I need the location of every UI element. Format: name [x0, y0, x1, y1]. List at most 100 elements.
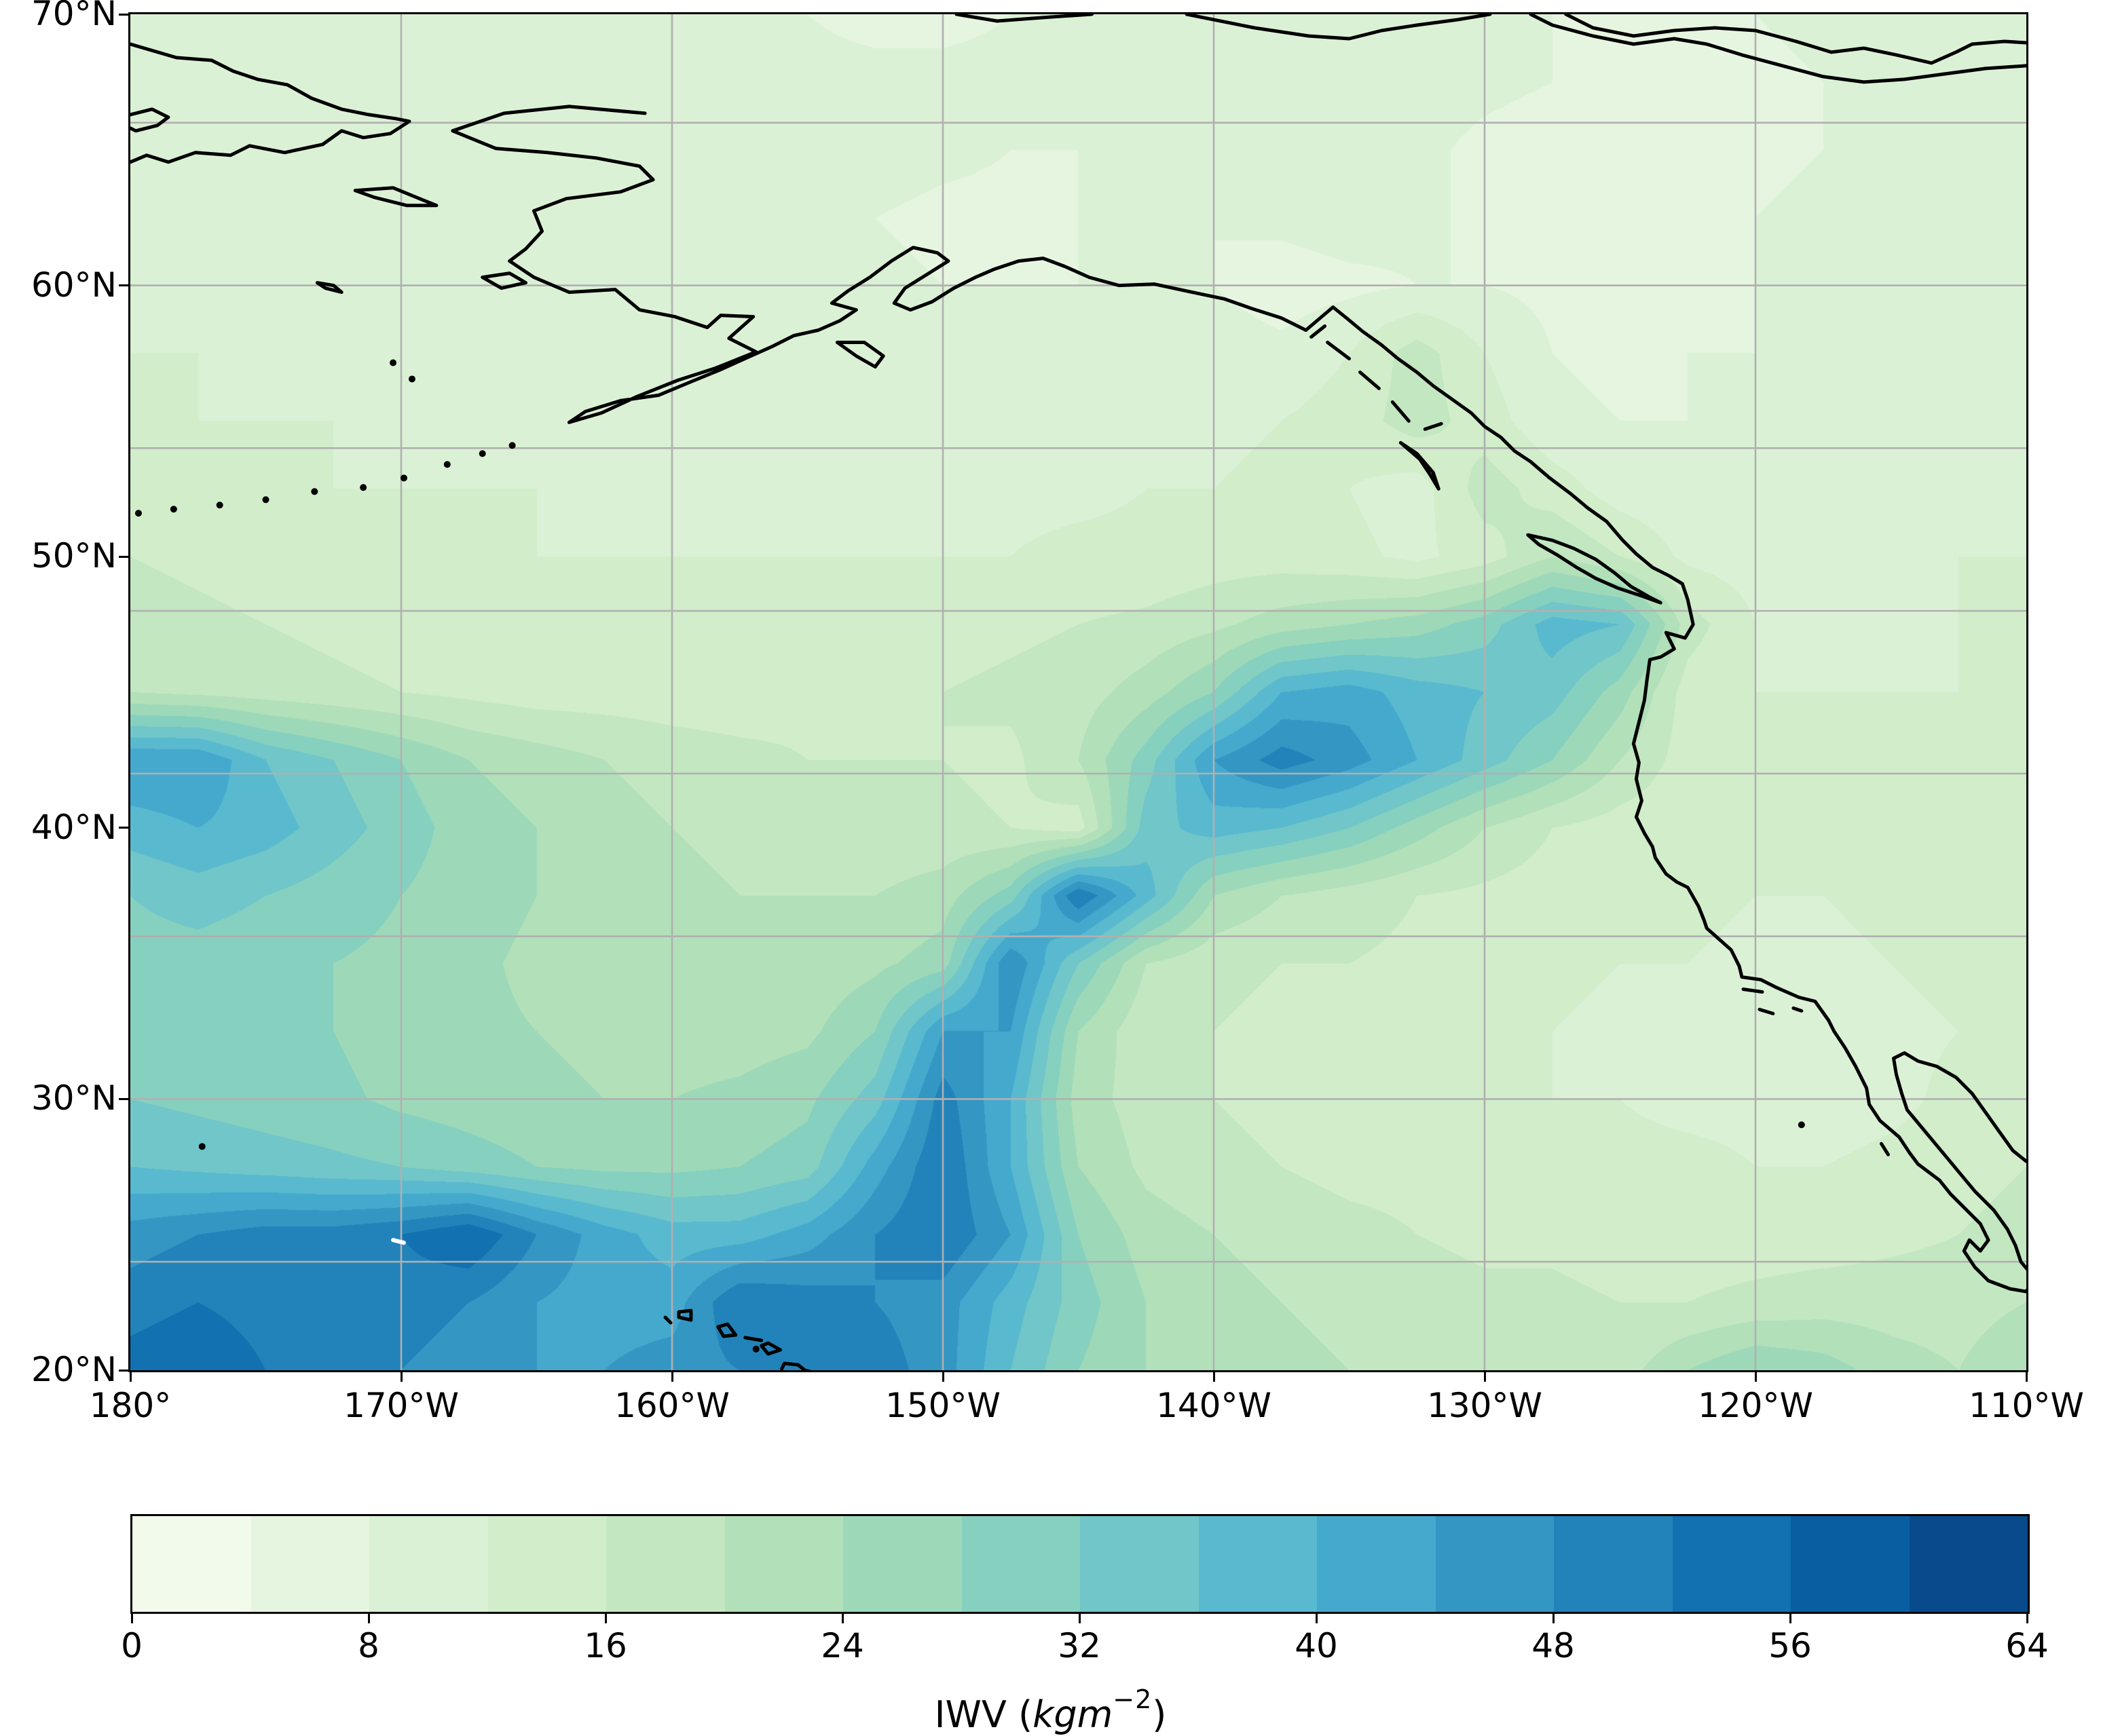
coastline: [315, 281, 343, 295]
island-dot: [479, 450, 486, 457]
colorbar-segment-56-60: [1791, 1516, 1910, 1612]
colorbar-tick-label: 24: [821, 1626, 864, 1665]
island-dot: [408, 375, 415, 383]
y-tick-label: 70°N: [31, 0, 117, 33]
colorbar-segment-48-52: [1554, 1516, 1673, 1612]
colorbar-tick-mark: [1315, 1612, 1318, 1623]
colorbar-tick-mark: [604, 1612, 607, 1623]
colorbar-segment-16-20: [606, 1516, 725, 1612]
coastline: [663, 1315, 673, 1325]
island-dot: [400, 474, 407, 482]
coastline: [677, 1308, 693, 1322]
coastline: [835, 341, 885, 369]
coastline: [130, 107, 170, 133]
coastline: [1326, 341, 1351, 360]
colorbar-tick-label: 0: [121, 1626, 143, 1665]
colorbar-label-prefix: IWV (: [934, 1693, 1033, 1736]
y-tick-mark: [119, 555, 130, 558]
colorbar-segment-28-32: [961, 1516, 1080, 1612]
colorbar-tick-mark: [2026, 1612, 2028, 1623]
x-tick-label: 150°W: [885, 1386, 1001, 1425]
y-tick-label: 50°N: [31, 536, 117, 576]
coastline: [743, 1336, 764, 1342]
y-tick-mark: [119, 284, 130, 287]
colorbar-segment-0-4: [132, 1516, 251, 1612]
colorbar-segment-12-16: [487, 1516, 606, 1612]
x-tick-mark: [671, 1370, 673, 1382]
coastline: [780, 1361, 811, 1370]
colorbar-segment-60-64: [1909, 1516, 2028, 1612]
map-overlay: [130, 14, 2026, 1370]
colorbar-tick-label: 48: [1531, 1626, 1575, 1665]
y-tick-label: 40°N: [31, 807, 117, 847]
coastline: [1398, 440, 1440, 491]
island-dot: [752, 1345, 760, 1353]
x-tick-mark: [400, 1370, 403, 1382]
island-dot: [443, 461, 451, 468]
colorbar-segment-4-8: [250, 1516, 369, 1612]
coastline: [1791, 1006, 1804, 1013]
island-dot: [1798, 1121, 1805, 1129]
x-tick-mark: [2025, 1370, 2028, 1382]
coastline: [1390, 400, 1411, 423]
colorbar-segment-20-24: [724, 1516, 843, 1612]
x-tick-mark: [1754, 1370, 1757, 1382]
colorbar-segment-36-40: [1198, 1516, 1317, 1612]
x-tick-label: 110°W: [1969, 1386, 2084, 1425]
coastline: [481, 271, 527, 290]
x-tick-label: 130°W: [1427, 1386, 1542, 1425]
colorbar-label-exponent: −2: [1113, 1684, 1153, 1714]
y-tick-mark: [119, 1097, 130, 1100]
island-dot: [360, 484, 367, 491]
colorbar-tick-label: 32: [1058, 1626, 1101, 1665]
x-tick-label: 120°W: [1698, 1386, 1813, 1425]
colorbar-tick-mark: [841, 1612, 844, 1623]
y-tick-mark: [119, 13, 130, 16]
colorbar-label: IWV (kgm−2): [0, 1679, 2101, 1735]
coastline: [1423, 421, 1443, 431]
colorbar-label-units: kgm: [1033, 1693, 1113, 1736]
coastline: [760, 1341, 783, 1356]
colorbar-label-suffix: ): [1152, 1693, 1167, 1736]
colorbar-segment-52-56: [1672, 1516, 1791, 1612]
island-dot: [311, 488, 318, 495]
coastline: [1741, 987, 1764, 994]
colorbar-tick-mark: [1789, 1612, 1791, 1623]
coastline: [1529, 14, 2026, 84]
colorbar-tick-label: 8: [358, 1626, 379, 1665]
colorbar-segment-8-12: [369, 1516, 488, 1612]
x-tick-label: 170°W: [343, 1386, 459, 1425]
coastline: [130, 42, 411, 164]
y-tick-label: 60°N: [31, 265, 117, 305]
map-plot: [128, 12, 2028, 1372]
y-tick-mark: [119, 827, 130, 829]
colorbar-tick-label: 40: [1295, 1626, 1338, 1665]
island-dot: [216, 502, 223, 509]
island-dot: [262, 496, 269, 504]
island-dot: [170, 506, 177, 513]
y-tick-mark: [119, 1369, 130, 1372]
colorbar-tick-mark: [1078, 1612, 1081, 1623]
island-dot: [198, 1143, 206, 1150]
x-tick-mark: [129, 1370, 132, 1382]
coastline: [1358, 371, 1381, 390]
y-tick-label: 30°N: [31, 1078, 117, 1118]
coastline: [353, 186, 439, 208]
coastline: [1758, 1008, 1775, 1015]
colorbar-tick-label: 16: [584, 1626, 627, 1665]
coastline: [451, 105, 2026, 1294]
y-tick-label: 20°N: [31, 1350, 117, 1389]
coastline: [1564, 14, 2026, 65]
coastline: [954, 14, 1094, 23]
island-dot: [508, 442, 516, 449]
coastline: [1185, 14, 1492, 41]
colorbar-tick-mark: [130, 1612, 133, 1623]
contour-artifact: [391, 1238, 406, 1245]
coastline: [1526, 533, 1662, 605]
iwv-contour-field: [130, 14, 2026, 1370]
x-tick-mark: [942, 1370, 944, 1382]
colorbar-segment-44-48: [1435, 1516, 1554, 1612]
coastline: [1309, 324, 1327, 339]
colorbar-segment-40-44: [1317, 1516, 1436, 1612]
island-dot: [134, 510, 142, 517]
